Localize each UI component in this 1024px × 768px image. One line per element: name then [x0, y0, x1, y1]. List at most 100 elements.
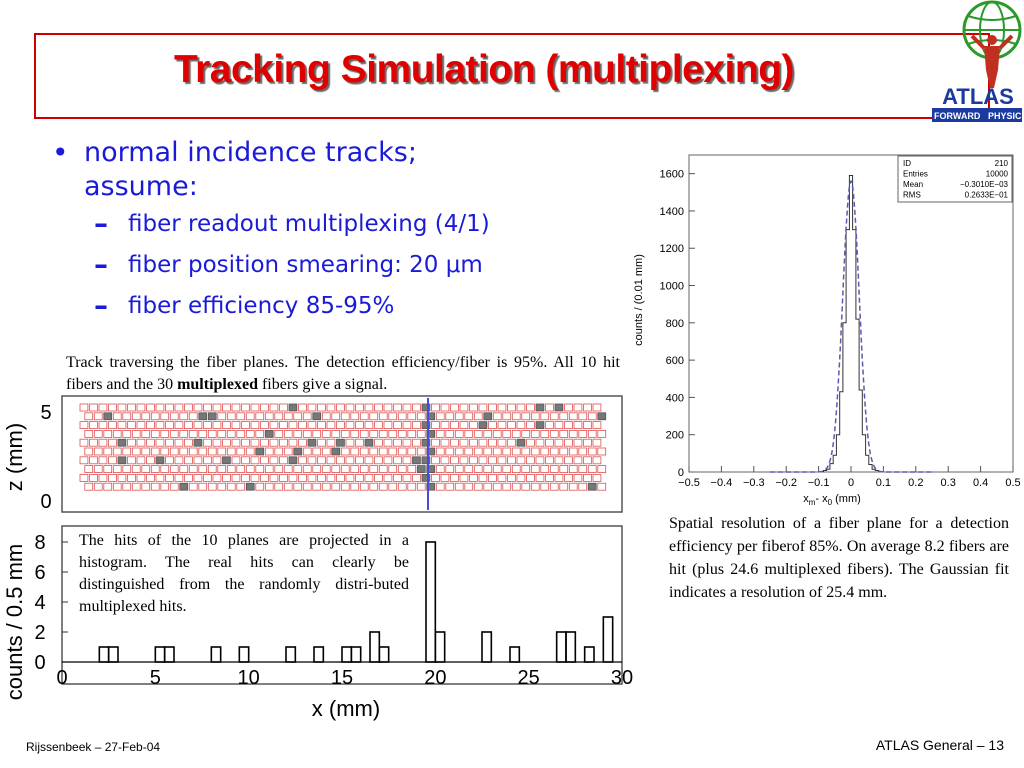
fiber-cell	[573, 456, 583, 465]
fiber-cell	[117, 474, 127, 482]
hist-ytick: 8	[34, 532, 45, 554]
fiber-cell	[146, 456, 155, 465]
fiber-cell	[445, 465, 455, 473]
fiber-cell	[497, 403, 507, 412]
fiber-cell	[150, 465, 160, 473]
hist-xtick: 30	[611, 667, 633, 689]
fiber-cell	[245, 465, 255, 473]
fiber-cell	[473, 482, 483, 491]
fiber-cell	[136, 438, 146, 447]
res-ytick: 1200	[660, 243, 684, 255]
fiber-cell	[545, 438, 554, 447]
fiber-cell	[264, 447, 274, 456]
fiber-cell	[492, 482, 502, 491]
fiber-cell	[141, 482, 151, 491]
fiber-cell	[568, 482, 578, 491]
fiber-cell	[340, 465, 350, 473]
fiber-cell	[473, 447, 483, 456]
fiber-cell	[488, 438, 497, 447]
fiber-cell	[279, 421, 288, 430]
fiber-cell	[416, 412, 426, 421]
fiber-cell	[122, 482, 132, 491]
caption-part: Track traversing the fiber planes. The d…	[66, 354, 620, 393]
fiber-cell	[184, 438, 193, 447]
fiber-cell	[530, 482, 540, 491]
hit-fiber	[336, 438, 345, 447]
hist-xtick: 25	[518, 667, 540, 689]
fiber-cell	[497, 474, 507, 482]
fiber-cell	[359, 465, 369, 473]
fiber-cell	[587, 447, 597, 456]
res-xtick: −0.1	[808, 477, 830, 489]
fiber-cell	[393, 474, 402, 482]
hit-fiber	[483, 412, 493, 421]
fiber-cell	[279, 403, 288, 412]
fiber-cell	[84, 465, 94, 473]
fiber-cell	[549, 430, 559, 438]
fiber-cell	[516, 456, 526, 465]
fiber-cell	[146, 474, 155, 482]
fiber-cell	[473, 430, 483, 438]
fiber-cell	[545, 421, 554, 430]
fiber-cell	[198, 482, 208, 491]
stats-key: Entries	[903, 170, 928, 179]
fiber-cell	[393, 456, 402, 465]
fiber-cell	[440, 438, 450, 447]
fiber-cell	[492, 430, 502, 438]
stats-key: Mean	[903, 180, 923, 189]
hist-ytick: 2	[34, 622, 45, 644]
fiber-cell	[397, 412, 407, 421]
fiber-cell	[540, 465, 550, 473]
fiber-cell	[407, 430, 417, 438]
hit-fiber	[179, 482, 189, 491]
hit-fiber	[421, 421, 431, 430]
fiber-cell	[207, 447, 217, 456]
res-xtick: 0.2	[908, 477, 923, 489]
fiber-cell	[568, 465, 578, 473]
fiber-cell	[350, 447, 360, 456]
fiber-cell	[397, 430, 407, 438]
fiber-cell	[321, 482, 331, 491]
hit-fiber	[421, 438, 431, 447]
fiber-cell	[241, 421, 250, 430]
fiber-cell	[568, 447, 578, 456]
resolution-histogram: counts / (0.01 mm) 0 200 400 600 800 1000 1200…	[633, 154, 1021, 507]
fiber-cell	[587, 412, 597, 421]
fiber-cell	[141, 465, 151, 473]
fiber-cell	[530, 447, 540, 456]
fiber-cell	[597, 482, 607, 491]
hit-fiber	[117, 456, 127, 465]
hit-fiber	[426, 465, 436, 473]
fiber-cell	[131, 447, 141, 456]
fiber-cell	[89, 421, 98, 430]
fiber-cell	[302, 430, 312, 438]
fiber-cell	[236, 482, 246, 491]
fiber-cell	[84, 430, 94, 438]
fiber-cell	[521, 430, 531, 438]
fiber-cell	[564, 438, 573, 447]
fiber-cell	[540, 430, 550, 438]
hit-fiber	[554, 403, 564, 412]
res-xtick: −0.4	[711, 477, 733, 489]
hit-fiber	[293, 447, 303, 456]
fiber-cell	[445, 482, 455, 491]
fiber-cell	[583, 438, 592, 447]
fiber-cell	[84, 412, 94, 421]
fiber-cell	[193, 474, 203, 482]
fiber-cell	[374, 438, 383, 447]
fiber-cell	[412, 474, 421, 482]
fiber-cell	[497, 438, 507, 447]
fiber-cell	[93, 430, 103, 438]
hit-fiber	[198, 412, 208, 421]
fiber-cell	[383, 474, 393, 482]
fiber-cell	[103, 430, 113, 438]
fiber-cell	[545, 474, 554, 482]
fiber-cell	[526, 456, 535, 465]
fiber-cell	[150, 482, 160, 491]
fiber-cell	[79, 456, 89, 465]
res-xlabel: xm- x0 (mm)	[803, 493, 861, 507]
fiber-cell	[374, 456, 383, 465]
fiber-cell	[564, 456, 573, 465]
fiber-cell	[155, 438, 165, 447]
fiber-cell	[174, 438, 184, 447]
